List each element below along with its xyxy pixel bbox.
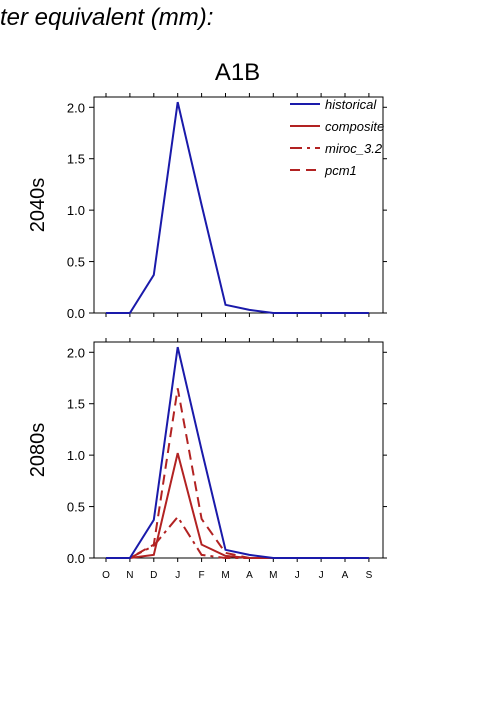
y-tick-label: 1.5 xyxy=(67,397,85,412)
legend-label: pcm1 xyxy=(324,163,357,178)
y-tick-label: 2.0 xyxy=(67,345,85,360)
y-tick-label: 1.0 xyxy=(67,448,85,463)
x-tick-label: J xyxy=(319,570,324,581)
x-tick-label: J xyxy=(295,570,300,581)
panel-title: A1B xyxy=(215,59,260,86)
x-tick-label: S xyxy=(366,570,373,581)
legend-label: composite xyxy=(325,119,384,134)
legend-label: historical xyxy=(325,97,377,112)
x-tick-label: J xyxy=(175,570,180,581)
x-tick-label: D xyxy=(150,570,157,581)
x-tick-label: A xyxy=(342,570,349,581)
x-tick-label: F xyxy=(199,570,205,581)
row-label-1: 2040s xyxy=(27,178,49,233)
series-line-historical xyxy=(106,346,369,559)
y-tick-label: 0.0 xyxy=(67,551,85,566)
y-tick-label: 2.0 xyxy=(67,100,85,115)
y-tick-label: 0.5 xyxy=(67,255,85,270)
legend-label: miroc_3.2 xyxy=(325,141,383,156)
y-tick-label: 0.5 xyxy=(67,500,85,515)
x-tick-label: A xyxy=(246,570,253,581)
x-tick-label: N xyxy=(126,570,133,581)
plot-frame-2 xyxy=(93,341,384,559)
x-tick-label: M xyxy=(221,570,229,581)
series-line-historical xyxy=(106,101,369,314)
x-tick-label: M xyxy=(269,570,277,581)
y-tick-label: 0.0 xyxy=(67,306,85,321)
series-line-composite xyxy=(106,452,369,559)
x-tick-label: O xyxy=(102,570,110,581)
row-label-2: 2080s xyxy=(27,423,49,478)
page-heading: ter equivalent (mm): xyxy=(0,4,214,31)
y-tick-label: 1.0 xyxy=(67,203,85,218)
y-tick-label: 1.5 xyxy=(67,152,85,167)
plot-frame-1 xyxy=(93,96,384,314)
